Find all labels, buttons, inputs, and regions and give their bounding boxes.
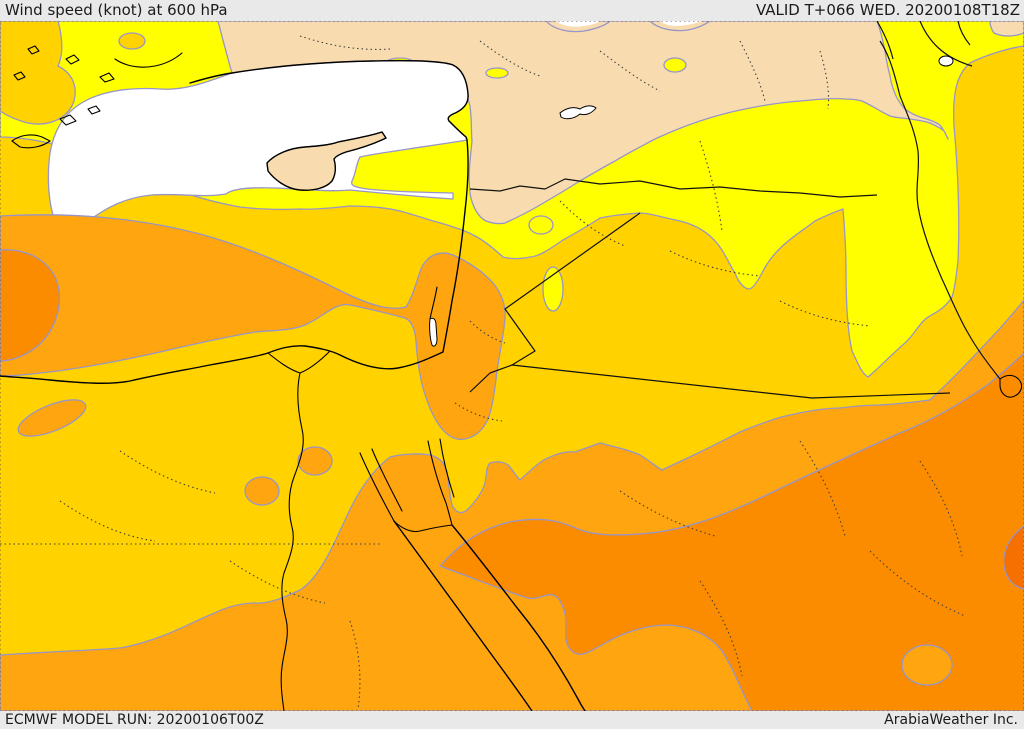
region-orange-blob-delta [244,476,280,506]
border-syria-iraq-jordan [504,212,951,399]
region-darkorange-med-blob [0,249,61,362]
map-title: Wind speed (knot) at 600 hPa [5,1,228,19]
lake-caucasus [938,55,954,67]
coastline-gulf-of-suez [359,448,403,522]
admin-borders-saudi [619,440,966,677]
lake-van [559,105,597,120]
region-yellow-pocket-1 [528,215,554,235]
region-darkorange-saudi-band [439,352,1024,711]
region-yellow-oval-niraq [663,57,687,73]
region-orange-blob-in-band [901,644,953,686]
footer-bar: ECMWF MODEL RUN: 20200106T00Z ArabiaWeat… [0,711,1024,729]
coastline-kuwait-bay [999,374,1023,398]
region-tan-ne-corner [989,21,1024,37]
valid-time-label: VALID T+066 WED. 20200108T18Z [755,1,1020,19]
region-orange-blob-suez [297,446,333,476]
region-gold-aegean [0,21,76,125]
border-turkey-syria-iraq [469,178,878,198]
dead-sea [429,317,438,347]
map-canvas [0,21,1024,711]
region-orange-lens-sw [17,399,87,437]
border-iran-iraq [879,40,1001,380]
coastline-sinai-tip [393,520,453,533]
region-gold-blob-aegean2 [118,32,146,50]
title-bar: Wind speed (knot) at 600 hPa VALID T+066… [0,0,1024,21]
coastline-red-sea-arabian [451,524,586,711]
region-yellow-pocket-2 [542,266,564,312]
region-white-blacksea-1 [556,21,600,27]
coastline-turkey-levant-egypt [0,59,469,384]
region-orange-medband-levant [0,214,506,441]
nile-river [267,350,331,711]
admin-borders-egypt [0,450,380,710]
admin-borders-anatolia [299,35,830,110]
brand-label: ArabiaWeather Inc. [884,712,1018,728]
coastline-gulf-of-aqaba [427,438,455,526]
coastline-aegean-islands [11,45,183,149]
region-yellow-oval-anatolia2 [485,67,509,79]
coastline-cyprus [266,131,387,191]
model-run-label: ECMWF MODEL RUN: 20200106T00Z [5,712,264,728]
wind-speed-map [0,21,1024,711]
border-jordan-saudi-west [469,364,513,393]
region-white-blacksea-2 [660,21,702,26]
coastline-red-sea-african [393,520,533,711]
border-caucasus [876,21,973,67]
region-deeporange-corner [1003,525,1024,590]
jordan-river [429,286,438,320]
